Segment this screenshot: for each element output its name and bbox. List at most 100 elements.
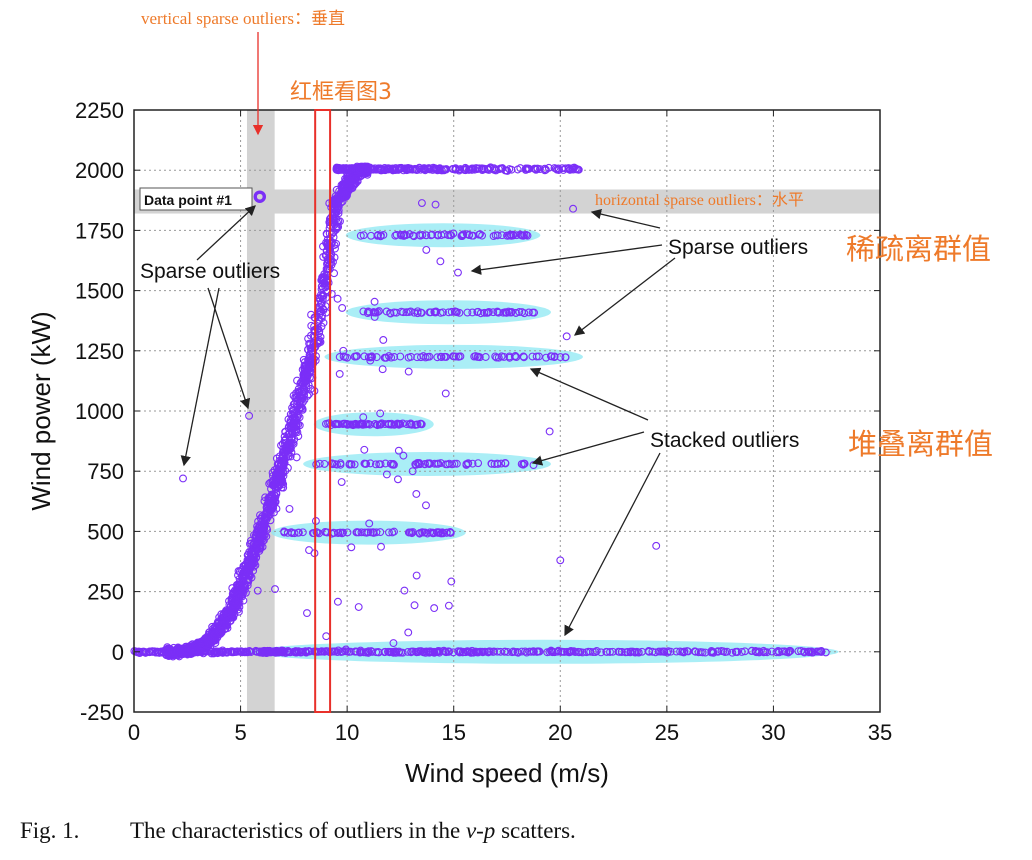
random-outlier-point xyxy=(354,603,363,611)
y-tick-label: 1750 xyxy=(75,218,124,243)
stacked-outlier-point xyxy=(417,308,426,317)
plateau-point xyxy=(355,165,364,174)
curve-point xyxy=(232,600,241,609)
stacked-outlier-point xyxy=(603,648,612,656)
random-outlier-point xyxy=(400,586,409,595)
stacked-outlier-point xyxy=(446,528,455,537)
stacked-outlier-point xyxy=(489,648,498,656)
stacked-outlier-point xyxy=(513,647,522,656)
caption-text-after: scatters. xyxy=(495,818,576,843)
curve-point xyxy=(323,239,332,248)
stacked-outlier-point xyxy=(719,647,728,656)
stacked-outlier-point xyxy=(372,648,381,657)
stacked-outlier-point xyxy=(660,647,669,656)
stacked-outlier-point xyxy=(409,231,418,240)
stacked-outliers-label: Stacked outliers xyxy=(650,429,799,452)
random-outlier-point xyxy=(447,577,456,586)
stacked-outlier-point xyxy=(351,647,360,656)
horizontal-outliers-note: horizontal sparse outliers：水平 xyxy=(595,192,804,209)
y-tick-label: -250 xyxy=(80,700,124,725)
stacked-outlier-point xyxy=(390,352,399,361)
stacked-outlier-point xyxy=(384,419,393,428)
plateau-point xyxy=(395,164,404,173)
plateau-point xyxy=(432,165,441,174)
random-outlier-point xyxy=(382,470,391,479)
random-outlier-point xyxy=(376,409,385,418)
curve-point xyxy=(239,565,248,574)
stacked-outlier-point xyxy=(465,231,474,240)
random-outlier-point xyxy=(430,604,439,613)
curve-point xyxy=(305,367,314,376)
stacked-outlier-point xyxy=(445,459,454,468)
plateau-point xyxy=(371,164,379,173)
stacked-outlier-point xyxy=(505,231,514,240)
stacked-arrow-3 xyxy=(564,452,661,637)
stacked-outlier-point xyxy=(452,459,461,468)
stacked-outlier-point xyxy=(484,648,493,657)
stacked-outlier-point xyxy=(412,460,421,469)
curve-point xyxy=(210,631,219,640)
zero-row-point xyxy=(182,648,191,657)
stacked-outlier-point xyxy=(517,460,526,469)
plateau-point xyxy=(524,164,533,173)
stacked-outlier-point xyxy=(421,459,429,468)
stacked-outlier-point xyxy=(366,459,375,468)
curve-point xyxy=(339,188,348,197)
stacked-outlier-point xyxy=(396,352,405,361)
random-outlier-point xyxy=(305,546,313,555)
curve-point xyxy=(253,526,262,535)
stacked-outlier-point xyxy=(386,459,395,468)
curve-point xyxy=(321,273,330,282)
stacked-outlier-point xyxy=(494,353,503,362)
stacked-arrow-2 xyxy=(531,431,645,466)
stacked-outlier-point xyxy=(409,232,418,241)
plateau-point xyxy=(491,165,499,174)
plateau-point xyxy=(521,164,530,173)
stacked-outlier-point xyxy=(542,353,551,362)
data-point-1-marker xyxy=(253,190,267,203)
stacked-outlier-point xyxy=(371,460,380,469)
stacked-outlier-point xyxy=(433,231,442,240)
stacked-outlier-point xyxy=(420,647,429,656)
stacked-outlier-point xyxy=(493,459,502,468)
stacked-outlier-point xyxy=(511,308,520,317)
stacked-outlier-point xyxy=(359,307,368,316)
stacked-outlier-point xyxy=(785,647,794,656)
curve-point xyxy=(319,318,328,327)
stacked-outlier-point xyxy=(454,352,463,361)
stacked-outlier-point xyxy=(335,353,344,361)
stacked-outlier-point xyxy=(359,648,368,657)
stacked-outlier-point xyxy=(816,647,825,656)
stacked-outlier-point xyxy=(450,307,459,316)
plateau-point xyxy=(333,164,341,173)
stacked-outlier-point xyxy=(366,528,375,537)
random-outlier-point xyxy=(253,586,262,595)
curve-point xyxy=(284,452,293,461)
stacked-outlier-point xyxy=(528,352,537,361)
stacked-outlier-point xyxy=(522,230,531,239)
curve-point xyxy=(285,444,294,453)
stacked-outlier-point xyxy=(503,647,512,656)
stacked-outlier-point xyxy=(740,647,749,656)
stacked-outlier-point xyxy=(784,648,793,657)
stacked-outlier-point xyxy=(417,420,426,429)
zero-row-point xyxy=(237,647,246,656)
stacked-outlier-point xyxy=(422,231,431,240)
random-outlier-point xyxy=(412,571,421,580)
random-outlier-point xyxy=(378,365,387,374)
stacked-outlier-point xyxy=(565,648,574,657)
curve-point xyxy=(294,404,303,413)
stacked-outlier-point xyxy=(751,647,760,656)
y-tick-label: 1500 xyxy=(75,279,124,304)
plateau-point xyxy=(564,165,573,174)
curve-point xyxy=(290,419,299,428)
stacked-outlier-point xyxy=(508,648,517,657)
plateau-point xyxy=(384,165,393,174)
random-outlier-point xyxy=(333,294,342,303)
zero-row-point xyxy=(255,647,264,656)
stacked-outlier-point xyxy=(407,528,416,537)
plateau-point xyxy=(533,165,542,173)
stacked-outlier-point xyxy=(763,648,772,657)
curve-point xyxy=(213,620,222,628)
stacked-outlier-point xyxy=(402,420,411,429)
